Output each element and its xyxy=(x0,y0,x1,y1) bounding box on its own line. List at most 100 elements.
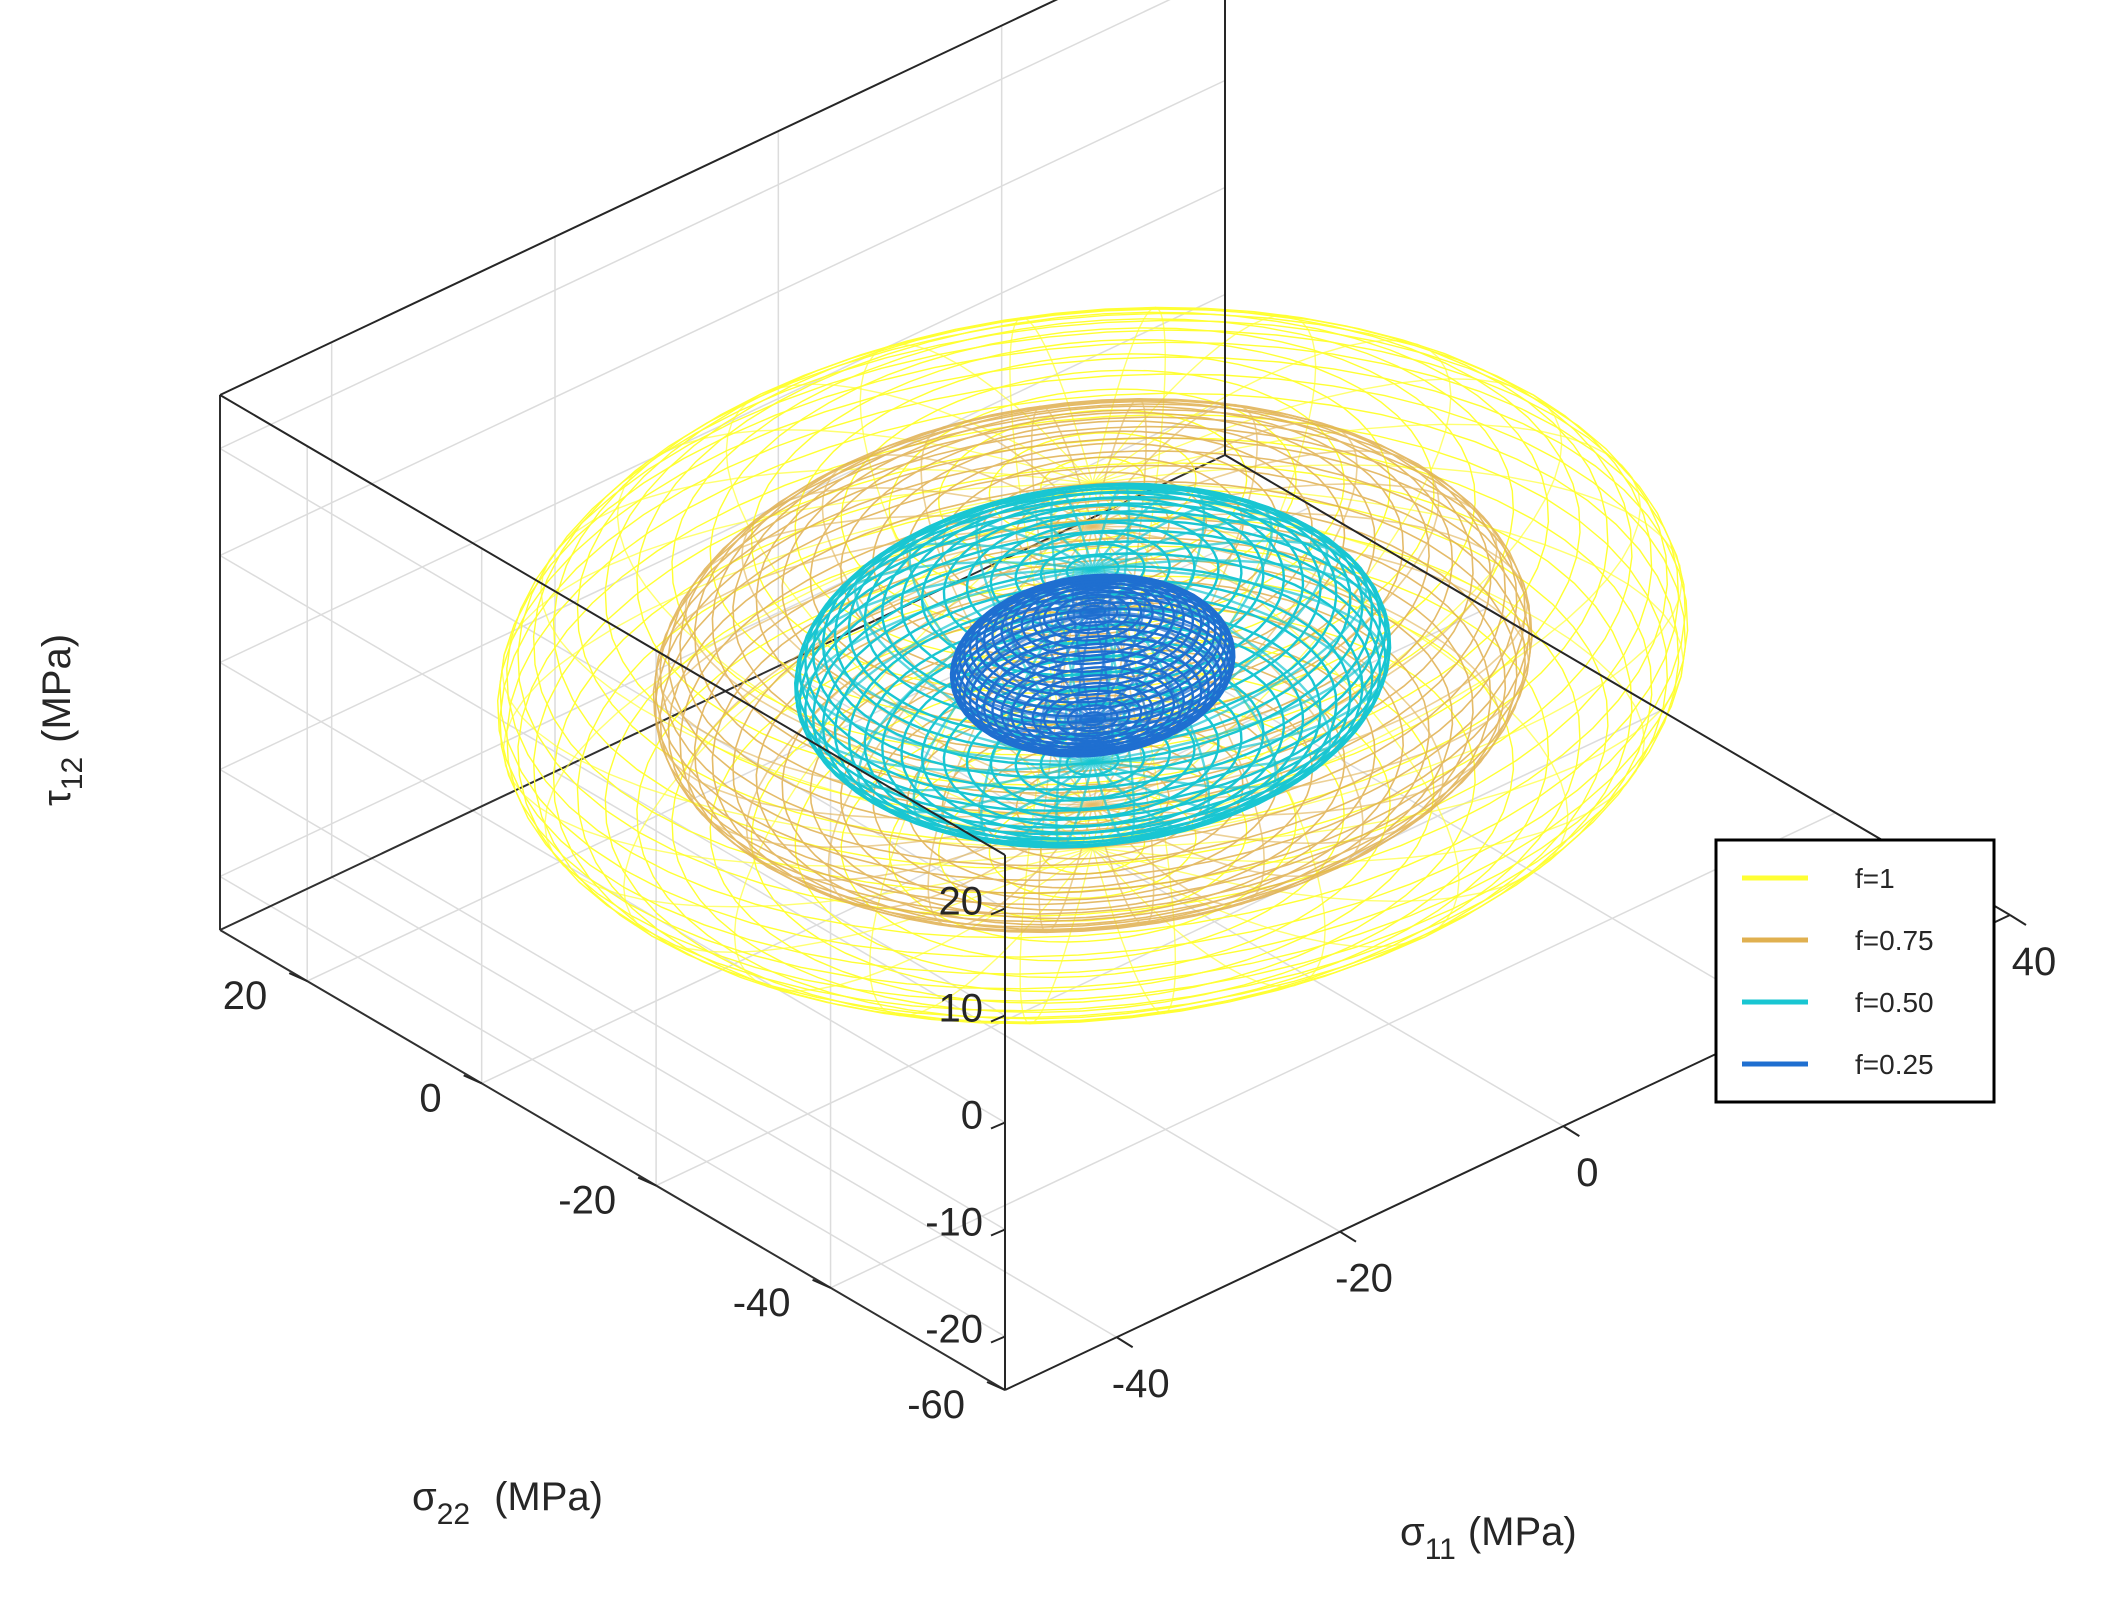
box-edge xyxy=(1224,454,2011,916)
meridian xyxy=(950,610,1093,721)
z-tick-label: 0 xyxy=(961,1094,983,1138)
meridian xyxy=(1091,482,1131,763)
y-tick xyxy=(986,1381,1006,1391)
y-tick xyxy=(812,1278,831,1289)
meridian xyxy=(1092,483,1646,863)
z-axis-symbol: τ xyxy=(35,790,79,806)
meridian xyxy=(1092,525,1445,845)
x-tick-label: 0 xyxy=(1576,1151,1598,1195)
grid-line xyxy=(219,79,1226,557)
legend-label: f=0.50 xyxy=(1855,987,1934,1018)
meridian xyxy=(1055,569,1094,849)
z-tick-label: -10 xyxy=(925,1201,983,1245)
legend: f=1 f=0.75 f=0.50 f=0.25 xyxy=(1714,838,1996,1104)
z-tick-label: -20 xyxy=(925,1308,983,1352)
meridian xyxy=(1092,568,1370,771)
y-tick-label: -40 xyxy=(733,1281,791,1325)
meridian xyxy=(1092,559,1389,764)
meridian xyxy=(951,610,1093,724)
meridian xyxy=(1091,498,1274,763)
meridian xyxy=(1092,482,1498,806)
meridian xyxy=(978,599,1094,721)
meridian xyxy=(920,424,1094,806)
meridian xyxy=(501,483,1093,849)
meridian xyxy=(1092,483,1326,988)
meridian xyxy=(1092,610,1235,721)
grid-line xyxy=(830,812,1836,1289)
meridian xyxy=(859,343,1094,848)
z-tick xyxy=(990,1228,1006,1237)
z-tick xyxy=(990,1335,1006,1344)
z-tick xyxy=(990,907,1006,916)
grid-line xyxy=(554,771,1341,1233)
z-tick xyxy=(990,1121,1006,1130)
meridian xyxy=(815,560,1093,764)
grid-line xyxy=(219,0,1171,450)
x-tick-label: -20 xyxy=(1335,1257,1393,1301)
meridian xyxy=(687,525,1093,849)
y-tick-label: -20 xyxy=(558,1179,616,1223)
meridian xyxy=(1091,573,1112,720)
meridian xyxy=(1071,575,1094,720)
y-axis-subscript: 22 xyxy=(437,1498,470,1531)
meridian xyxy=(1092,607,1235,721)
z-tick-label: 10 xyxy=(939,987,984,1031)
meridian xyxy=(741,486,1093,806)
z-axis-unit: (MPa) xyxy=(35,634,79,743)
y-tick xyxy=(637,1176,657,1187)
x-tick-label: 40 xyxy=(2012,940,2057,984)
meridian xyxy=(796,568,1093,772)
x-axis-subscript: 11 xyxy=(1425,1533,1456,1566)
x-axis-unit: (MPa) xyxy=(1468,1510,1577,1554)
x-tick xyxy=(1116,1336,1134,1349)
meridian xyxy=(616,429,1093,849)
x-tick-label: -40 xyxy=(1112,1362,1170,1406)
meridian xyxy=(1092,525,1266,907)
meridian xyxy=(544,483,1093,908)
meridian xyxy=(540,468,1093,849)
y-tick xyxy=(463,1074,483,1085)
legend-label: f=0.75 xyxy=(1855,925,1934,956)
meridian xyxy=(1038,611,1094,756)
meridian xyxy=(1091,568,1136,844)
meridian xyxy=(1092,539,1368,764)
meridian xyxy=(960,610,1094,733)
grid-line xyxy=(219,554,1006,1017)
y-axis-label: σ22 (MPa) xyxy=(412,1475,603,1531)
meridian xyxy=(1091,611,1114,756)
y-axis-symbol: σ xyxy=(412,1475,437,1519)
meridian xyxy=(1092,378,1563,849)
meridian xyxy=(1092,339,1452,849)
meridian xyxy=(1092,483,1685,849)
x-tick xyxy=(1339,1230,1357,1243)
z-tick-label: 20 xyxy=(939,880,984,924)
meridian xyxy=(622,483,1094,954)
legend-box xyxy=(1714,838,1996,1104)
meridian xyxy=(796,568,1093,764)
meridian xyxy=(733,483,1094,992)
box-edge xyxy=(219,394,1006,856)
meridian xyxy=(1092,483,1460,948)
grid-line xyxy=(219,768,1006,1231)
surface-f-0-50 xyxy=(793,482,1392,849)
x-axis-label: σ11 (MPa) xyxy=(1400,1510,1577,1566)
meridian xyxy=(1092,423,1642,849)
meridian xyxy=(1092,589,1206,721)
y-tick-label: 20 xyxy=(223,974,268,1018)
x-tick xyxy=(1562,1125,1580,1137)
z-axis-subscript: 12 xyxy=(56,757,89,790)
meridian xyxy=(979,611,1094,742)
meridian xyxy=(1092,483,1569,903)
grid-line xyxy=(655,709,1662,1187)
y-tick-label: 0 xyxy=(419,1076,441,1120)
surface-f-0-25 xyxy=(949,573,1236,758)
meridian xyxy=(725,383,1094,849)
meridian xyxy=(1092,610,1208,732)
y-tick-label: -60 xyxy=(907,1383,965,1427)
x-tick xyxy=(2009,914,2027,926)
z-axis-label: τ12 (MPa) xyxy=(35,634,89,806)
legend-label: f=0.25 xyxy=(1855,1049,1934,1080)
meridian xyxy=(1074,611,1094,758)
